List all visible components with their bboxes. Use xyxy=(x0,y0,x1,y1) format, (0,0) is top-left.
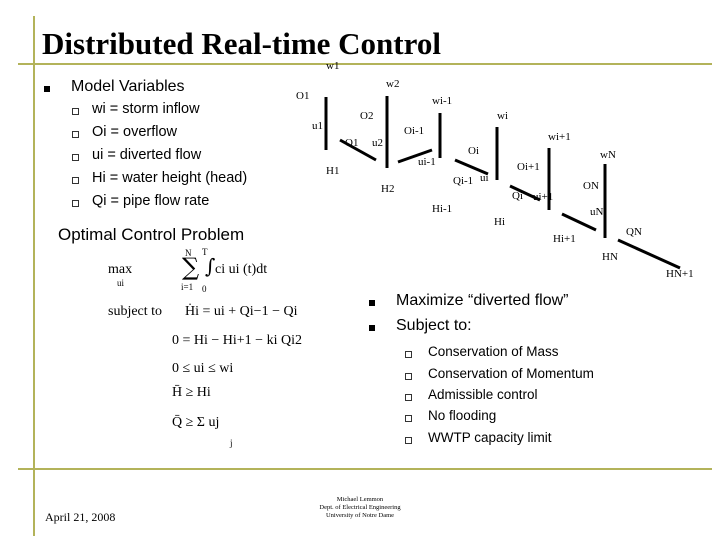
hollow-bullet-icon xyxy=(72,200,79,207)
variable-item: Hi = water height (head) xyxy=(92,170,248,186)
subject-to-label: subject to xyxy=(108,304,163,319)
bullet-square-icon xyxy=(369,325,375,331)
label-Oi+1: Oi+1 xyxy=(517,161,540,173)
variable-item: Oi = overflow xyxy=(92,124,178,140)
label-wi-1: wi-1 xyxy=(432,95,453,107)
max-operator: max xyxy=(108,262,133,277)
slide-title: Distributed Real-time Control xyxy=(42,26,441,61)
constraint-item: No flooding xyxy=(428,408,497,423)
label-HN: HN xyxy=(602,251,618,263)
integral-upper-limit: T xyxy=(202,247,208,257)
bullet-square-icon xyxy=(369,300,375,306)
label-wi+1: wi+1 xyxy=(548,131,571,143)
label-QN: QN xyxy=(626,226,642,238)
pipe-2 xyxy=(397,148,433,164)
label-Oi: Oi xyxy=(468,145,479,157)
pipe-1 xyxy=(339,138,377,162)
mass-balance-equation: Ḣi = ui + Qi−1 − Qi xyxy=(185,304,298,319)
variable-item: ui = diverted flow xyxy=(92,147,202,163)
section-heading: Optimal Control Problem xyxy=(58,225,245,244)
constraint-item: Conservation of Momentum xyxy=(428,366,594,381)
hollow-bullet-icon xyxy=(72,177,79,184)
flood-inequality: H̄ ≥ Hi xyxy=(172,385,211,400)
hollow-bullet-icon xyxy=(72,154,79,161)
label-w2: w2 xyxy=(386,78,400,90)
footer-date: April 21, 2008 xyxy=(45,510,116,524)
constraint-item: Conservation of Mass xyxy=(428,344,559,359)
capacity-inequality: Q̄ ≥ Σ uj xyxy=(172,415,220,430)
variable-item: Qi = pipe flow rate xyxy=(92,193,210,209)
integral-lower-limit: 0 xyxy=(202,284,207,294)
label-ui-1: ui-1 xyxy=(418,156,436,168)
pipe-i+1 xyxy=(561,212,597,232)
bullet-model-variables: Model Variables xyxy=(71,78,185,95)
label-ui: ui xyxy=(480,172,489,184)
hollow-bullet-icon xyxy=(72,108,79,115)
bullet-subject-to: Subject to: xyxy=(396,317,472,334)
label-Qi-1: Qi-1 xyxy=(453,175,474,187)
constraint-item: WWTP capacity limit xyxy=(428,430,552,445)
capacity-sum-subscript: j xyxy=(230,438,233,448)
momentum-equation: 0 = Hi − Hi+1 − ki Qi2 xyxy=(172,333,302,348)
label-wi: wi xyxy=(497,110,508,122)
constraint-item: Admissible control xyxy=(428,387,538,402)
label-H2: H2 xyxy=(381,183,395,195)
max-subscript: ui xyxy=(117,278,125,288)
bullet-maximize: Maximize “diverted flow” xyxy=(396,292,569,309)
label-Hi: Hi xyxy=(494,216,505,228)
label-Hi-1: Hi-1 xyxy=(432,203,453,215)
author-name: Michael Lemmon xyxy=(336,496,384,503)
bullet-square-icon xyxy=(44,86,50,92)
label-O2: O2 xyxy=(360,110,374,122)
label-Qi: Qi xyxy=(512,190,523,202)
label-w1: w1 xyxy=(326,60,340,72)
sum-symbol-icon: ∑ xyxy=(182,253,200,281)
author-university: University of Notre Dame xyxy=(325,512,395,519)
label-Hi+1: Hi+1 xyxy=(553,233,576,245)
label-Q1: Q1 xyxy=(345,137,359,149)
label-H1: H1 xyxy=(326,165,340,177)
title-underline xyxy=(18,63,712,65)
objective-integrand: ci ui (t)dt xyxy=(215,262,268,277)
pipe-i-1 xyxy=(454,158,489,176)
label-uN: uN xyxy=(590,206,604,218)
hollow-bullet-icon xyxy=(405,415,412,422)
hollow-bullet-icon xyxy=(405,437,412,444)
label-HN+1: HN+1 xyxy=(666,268,694,280)
variable-item: wi = storm inflow xyxy=(92,101,200,117)
hollow-bullet-icon xyxy=(405,351,412,358)
label-ON: ON xyxy=(583,180,599,192)
sum-upper-limit: N xyxy=(185,248,192,258)
footer-rule xyxy=(18,468,712,470)
label-Oi-1: Oi-1 xyxy=(404,125,425,137)
hollow-bullet-icon xyxy=(72,131,79,138)
pipe-i xyxy=(509,184,541,202)
vertical-rule xyxy=(33,16,35,536)
label-O1: O1 xyxy=(296,90,310,102)
label-ui+1: ui+1 xyxy=(533,191,554,203)
label-u2: u2 xyxy=(372,137,383,149)
hollow-bullet-icon xyxy=(405,373,412,380)
hollow-bullet-icon xyxy=(405,394,412,401)
sum-lower-limit: i=1 xyxy=(181,282,194,292)
integral-symbol-icon: ∫ xyxy=(205,254,216,278)
label-wN: wN xyxy=(600,149,616,161)
author-department: Dept. of Electrical Engineering xyxy=(319,504,401,511)
label-u1: u1 xyxy=(312,120,323,132)
footer-author: Michael Lemmon Dept. of Electrical Engin… xyxy=(300,496,420,520)
control-bound-inequality: 0 ≤ ui ≤ wi xyxy=(172,361,234,376)
pipe-N xyxy=(617,238,681,270)
